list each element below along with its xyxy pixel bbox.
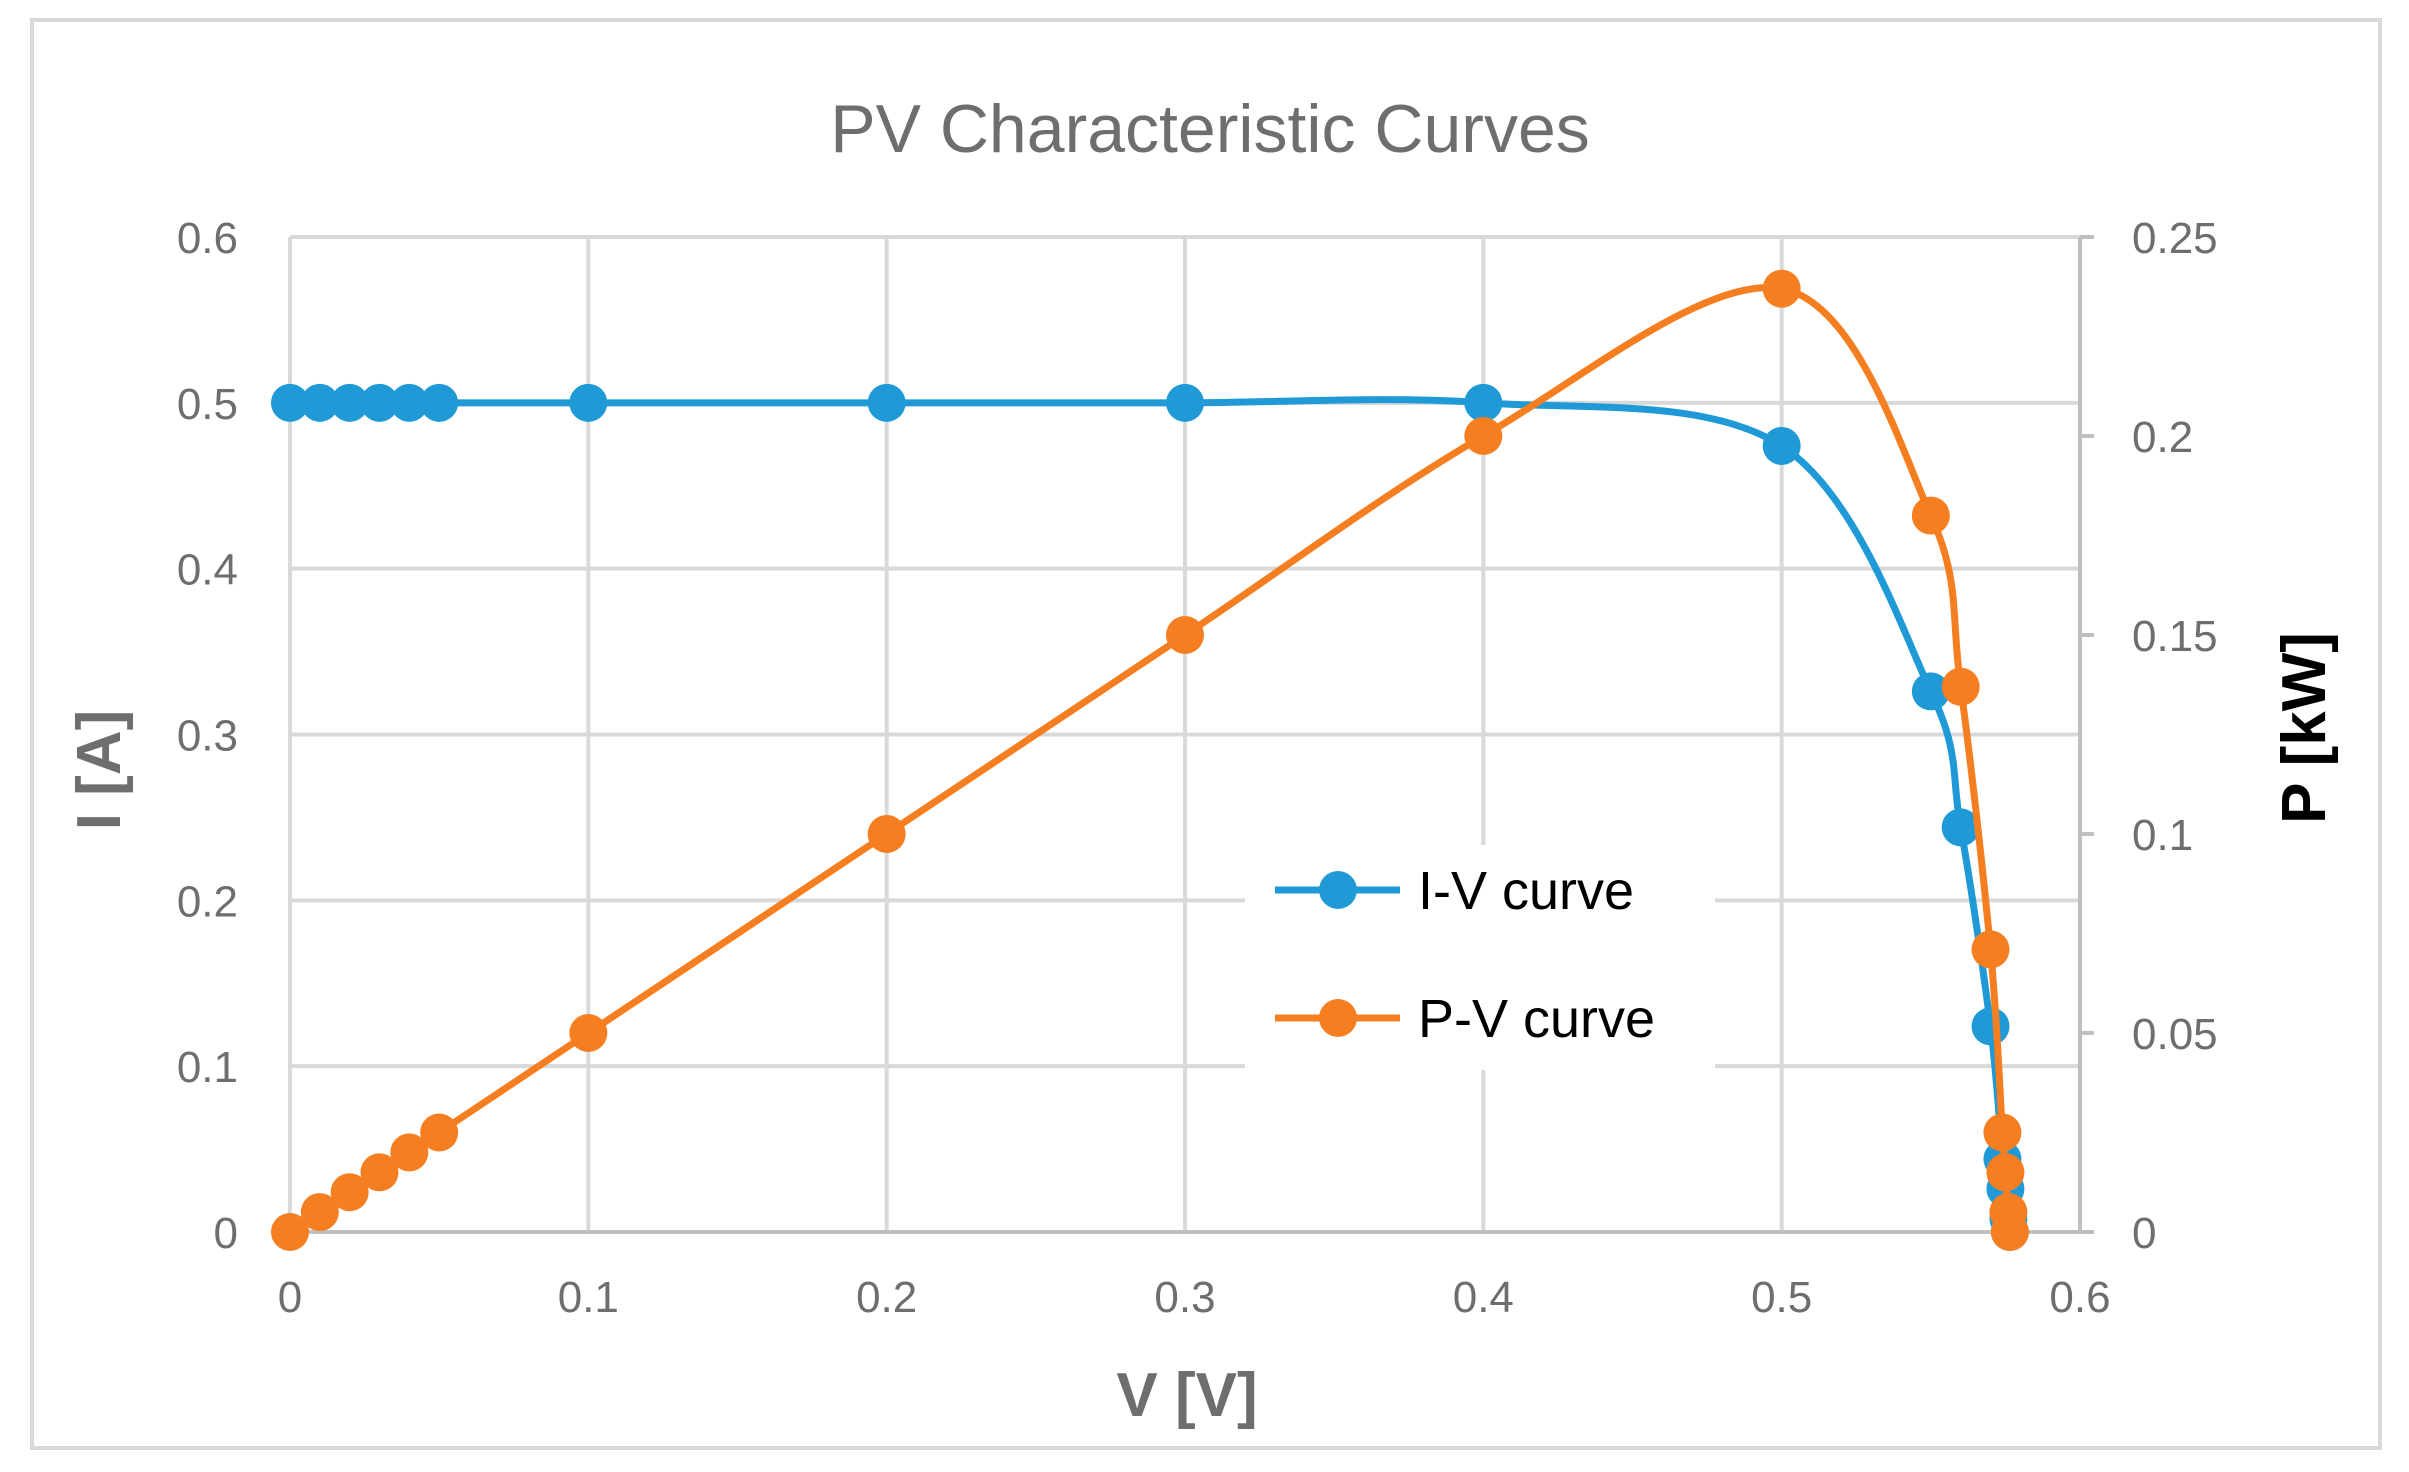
legend-iv-marker (1319, 871, 1357, 909)
legend-pv-label: P-V curve (1418, 989, 1655, 1049)
iv-curve-line (286, 396, 2014, 1236)
chart-title: PV Characteristic Curves (830, 91, 1590, 167)
pv-data-point (360, 1153, 399, 1192)
iv-data-point (1941, 808, 1980, 847)
iv-data-point (390, 383, 429, 422)
pv-data-point (1971, 930, 2010, 969)
y-left-tick-label: 0.3 (177, 712, 238, 761)
x-tick-label: 0.2 (856, 1273, 917, 1322)
pv-data-point (867, 815, 906, 853)
pv-series (271, 269, 2029, 1251)
y-left-tick-label: 0.1 (177, 1043, 238, 1092)
iv-data-point (420, 383, 459, 422)
iv-data-point (1911, 672, 1950, 711)
y-right-tick-label: 0.15 (2132, 612, 2218, 661)
y-right-axis-title: P [kW] (2270, 632, 2339, 824)
pv-data-point (1911, 496, 1950, 535)
y-right-tick-label: 0 (2132, 1209, 2156, 1258)
iv-data-point (1166, 383, 1204, 422)
y-right-tick-label: 0.2 (2132, 413, 2193, 462)
iv-data-point (300, 383, 339, 422)
pv-data-point (1762, 269, 1801, 308)
x-tick-label: 0.1 (558, 1273, 619, 1322)
y-right-tick-labels: 0 0.05 0.1 0.15 0.2 0.25 (2132, 214, 2218, 1258)
y-left-axis-title: I [A] (65, 710, 134, 831)
x-tick-label: 0.3 (1154, 1273, 1215, 1322)
pv-data-point (1983, 1113, 2022, 1152)
legend: I-V curve P-V curve (1245, 845, 1715, 1070)
iv-series (271, 383, 2029, 1251)
y-right-tick-label: 0.25 (2132, 214, 2218, 263)
iv-data-point (360, 383, 399, 422)
x-tick-labels: 0 0.1 0.2 0.3 0.4 0.5 0.6 (278, 1273, 2111, 1322)
iv-data-point (569, 383, 608, 422)
x-axis-title: V [V] (1116, 1361, 1257, 1430)
y-right-tick-label: 0.1 (2132, 811, 2193, 860)
x-tick-label: 0 (278, 1273, 302, 1322)
pv-data-point (330, 1173, 369, 1212)
pv-data-point (390, 1133, 429, 1172)
pv-data-point (1166, 616, 1204, 654)
pv-data-point (300, 1193, 339, 1232)
y-left-tick-label: 0.2 (177, 877, 238, 926)
y-left-tick-labels: 0 0.1 0.2 0.3 0.4 0.5 0.6 (177, 214, 238, 1258)
iv-data-point (330, 383, 369, 422)
iv-data-point (867, 383, 906, 422)
legend-iv-label: I-V curve (1418, 861, 1634, 921)
pv-data-point (1941, 667, 1980, 706)
legend-pv-marker (1319, 999, 1357, 1037)
x-tick-label: 0.6 (2049, 1273, 2110, 1322)
iv-data-point (1971, 1007, 2010, 1046)
pv-data-point (1990, 1213, 2029, 1251)
iv-data-point (1762, 426, 1801, 465)
y-left-tick-label: 0.6 (177, 214, 238, 263)
axes (290, 235, 2094, 1234)
pv-data-point (1464, 417, 1503, 455)
iv-data-point (1464, 383, 1503, 422)
pv-data-point (420, 1113, 459, 1152)
iv-data-point (271, 383, 309, 422)
y-left-tick-label: 0.5 (177, 380, 238, 429)
y-left-tick-label: 0.4 (177, 546, 238, 595)
pv-data-point (271, 1213, 309, 1251)
x-tick-label: 0.4 (1453, 1273, 1514, 1322)
x-tick-label: 0.5 (1751, 1273, 1812, 1322)
pv-data-point (569, 1014, 608, 1052)
pv-data-point (1986, 1153, 2025, 1192)
y-left-tick-label: 0 (214, 1209, 238, 1258)
y-right-tick-label: 0.05 (2132, 1010, 2218, 1059)
